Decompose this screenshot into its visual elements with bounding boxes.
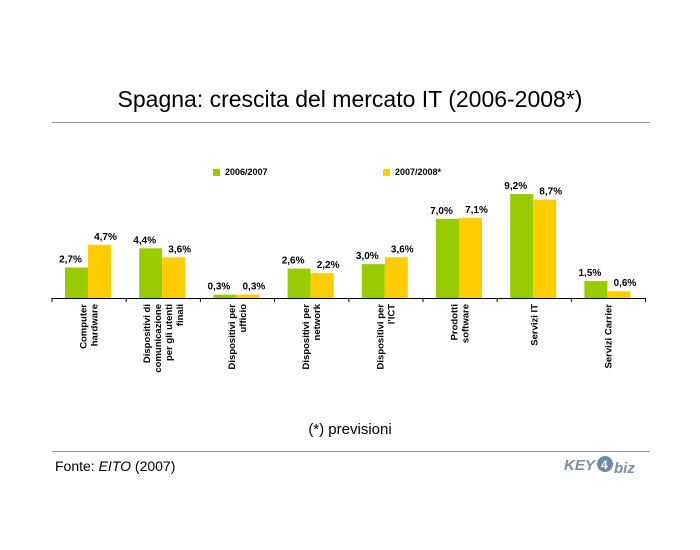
data-label-2-7: 8,7% — [539, 187, 562, 198]
category-label-7: Servizi IT — [529, 304, 540, 346]
footnote: (*) previsioni — [308, 421, 392, 438]
category-label-line: hardware — [90, 304, 101, 346]
bar-1-5 — [361, 264, 385, 298]
data-label-2-6: 7,1% — [465, 205, 488, 216]
footer-divider — [52, 451, 650, 452]
category-label-6: Prodottisoftware — [450, 304, 472, 343]
bar-2-5 — [384, 257, 408, 298]
data-label-1-3: 0,3% — [208, 282, 231, 293]
category-label-line: per gli utenti — [164, 304, 175, 361]
data-label-2-1: 4,7% — [94, 232, 117, 243]
data-label-1-8: 1,5% — [579, 268, 602, 279]
logo-circle-icon — [597, 456, 613, 472]
category-label-line: Dispositivi di — [142, 304, 153, 363]
legend-item-series-2: 2007/2008* — [383, 167, 441, 177]
bar-2-6 — [459, 217, 482, 298]
category-label-4: Dispositivi pernetwork — [301, 303, 323, 369]
data-label-1-6: 7,0% — [430, 206, 453, 217]
bar-2-2 — [162, 257, 186, 298]
category-label-8: Servizi Carrier — [604, 304, 615, 369]
chart-title: Spagna: crescita del mercato IT (2006-20… — [117, 86, 583, 112]
bar-2-8 — [607, 291, 631, 298]
bar-2-3 — [236, 294, 260, 298]
bar-1-7 — [510, 194, 534, 298]
logo-text-digit: 4 — [601, 458, 608, 472]
logo-text-key: KEY — [564, 457, 597, 474]
data-label-1-5: 3,0% — [356, 251, 379, 262]
category-label-line: l'ICT — [386, 304, 397, 324]
data-label-1-7: 9,2% — [504, 181, 527, 192]
bar-1-3 — [213, 294, 237, 298]
data-label-2-8: 0,6% — [614, 278, 637, 289]
legend-item-series-1: 2006/2007 — [213, 167, 268, 177]
bar-chart: 2,7% 4,7% Computerhardware 4,4% 3,6% Disposit… — [51, 181, 647, 373]
source-note: Fonte: EITO (2007) — [55, 458, 175, 474]
data-label-2-3: 0,3% — [243, 282, 266, 293]
bar-2-7 — [533, 199, 557, 298]
data-label-2-5: 3,6% — [391, 244, 414, 255]
logo-text-biz: biz — [614, 460, 635, 477]
category-label-line: Servizi IT — [529, 304, 540, 346]
legend-swatch-series-1 — [213, 168, 220, 176]
category-label-line: Servizi Carrier — [604, 304, 615, 369]
bar-1-1 — [65, 267, 88, 298]
category-label-line: ufficio — [238, 304, 249, 333]
category-label-line: Dispositivi per — [227, 304, 238, 370]
category-label-line: software — [461, 304, 472, 343]
source-name: EITO — [98, 458, 132, 474]
source-suffix: (2007) — [131, 458, 176, 474]
legend-swatch-series-2 — [383, 168, 390, 176]
category-label-line: finali — [175, 304, 186, 326]
category-label-line: network — [312, 303, 323, 340]
category-label-2: Dispositivi dicomunicazioneper gli utent… — [142, 304, 186, 373]
source-prefix: Fonte: — [55, 458, 99, 474]
data-label-1-2: 4,4% — [133, 235, 156, 246]
category-label-1: Computerhardware — [79, 304, 101, 349]
bar-2-4 — [310, 273, 334, 298]
legend-label-series-1: 2006/2007 — [225, 167, 268, 177]
category-label-line: Computer — [79, 304, 90, 349]
category-label-line: Prodotti — [450, 304, 461, 340]
category-label-line: comunicazione — [153, 304, 164, 373]
category-label-line: Dispositivi per — [301, 304, 312, 370]
category-label-line: Dispositivi per — [375, 304, 386, 370]
legend-label-series-2: 2007/2008* — [395, 167, 442, 177]
data-label-2-2: 3,6% — [168, 244, 191, 255]
bar-1-6 — [436, 218, 459, 298]
data-label-1-4: 2,6% — [282, 256, 305, 267]
data-label-1-1: 2,7% — [59, 254, 82, 265]
bar-1-4 — [287, 268, 311, 298]
category-label-5: Dispositivi perl'ICT — [375, 304, 397, 370]
data-label-2-4: 2,2% — [317, 260, 340, 271]
category-label-3: Dispositivi perufficio — [227, 304, 249, 370]
bar-2-1 — [88, 244, 111, 298]
title-divider — [52, 122, 650, 123]
bar-1-8 — [584, 281, 608, 298]
key4biz-logo: KEY 4 biz — [564, 456, 635, 477]
bar-1-2 — [139, 248, 163, 298]
